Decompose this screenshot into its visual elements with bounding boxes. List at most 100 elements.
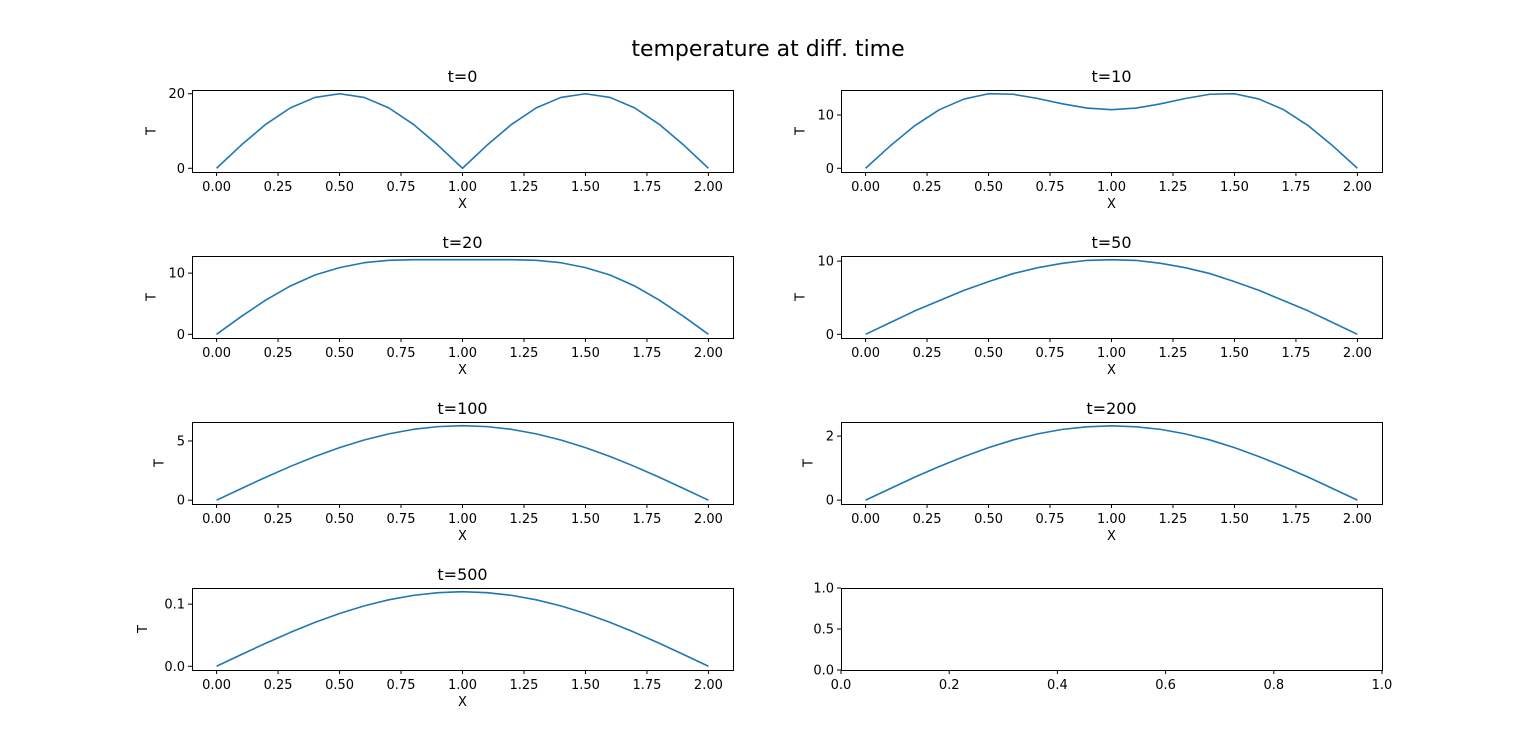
x-tick-label: 1.25: [1159, 346, 1188, 361]
axes-frame: [192, 90, 734, 173]
x-tick-label: 0.25: [913, 512, 942, 527]
x-tick-label: 1.00: [1097, 180, 1126, 195]
series-line: [865, 92, 1358, 169]
x-tick-label: 0.50: [974, 180, 1003, 195]
subplot-6: t=200 0.00 0.25 0.50 0.75 1.00 1.25 1.50 1.75 2.0…: [802, 399, 1383, 544]
y-tick-label: 0: [177, 494, 185, 509]
subplot-title: t=200: [1086, 399, 1136, 418]
series-line: [216, 258, 709, 335]
subplot-8: 0.0 0.2 0.4 0.6 0.8 1.0 0.0 0.5 1.0: [813, 582, 1392, 694]
x-tick-label: 0.75: [1036, 346, 1065, 361]
x-tick-label: 0.75: [387, 512, 416, 527]
series-line: [216, 590, 709, 667]
series-line: [865, 425, 1358, 501]
x-tick-label: 0.50: [325, 512, 354, 527]
y-tick-label: 0: [826, 162, 834, 177]
x-tick-label: 1.00: [1097, 346, 1126, 361]
chart-title: temperature at diff. time: [631, 37, 904, 62]
y-tick-label: 0: [826, 494, 834, 509]
x-tick-label: 0.75: [1036, 512, 1065, 527]
x-tick-label: 1.25: [510, 346, 539, 361]
y-tick-label: 0: [826, 328, 834, 343]
y-axis-label: T: [144, 127, 159, 136]
x-tick-label: 1.75: [632, 346, 661, 361]
x-tick-label: 0.50: [974, 512, 1003, 527]
axes-frame: [841, 422, 1383, 505]
x-tick-label: 1.50: [1220, 346, 1249, 361]
y-tick-label: 10: [817, 255, 834, 270]
y-tick-label: 10: [817, 109, 834, 124]
x-tick-label: 0.00: [851, 346, 880, 361]
x-tick-label: 0.00: [851, 180, 880, 195]
y-axis-label: T: [793, 293, 808, 302]
x-tick-label: 1.00: [448, 678, 477, 693]
subplot-2: t=10 0.00 0.25 0.50 0.75 1.00 1.25 1.50 1.75 2.00…: [793, 67, 1383, 212]
x-tick-label: 0.8: [1263, 678, 1284, 693]
y-axis-label: T: [802, 459, 817, 468]
axes-frame: [192, 256, 734, 339]
subplot-7: t=500 0.00 0.25 0.50 0.75 1.00 1.25 1.50 1.75 2.0…: [136, 565, 734, 710]
x-tick-label: 1.25: [1159, 180, 1188, 195]
x-tick-label: 1.25: [1159, 512, 1188, 527]
x-axis-label: X: [1107, 197, 1116, 212]
x-tick-label: 1.25: [510, 678, 539, 693]
axes-frame: [192, 422, 734, 505]
y-tick-label: 0.1: [164, 598, 185, 613]
x-tick-label: 1.75: [632, 512, 661, 527]
x-tick-label: 1.75: [632, 678, 661, 693]
subplot-title: t=500: [437, 565, 487, 584]
y-tick-label: 1.0: [813, 582, 834, 597]
x-tick-label: 0.00: [851, 512, 880, 527]
series-line: [216, 92, 709, 170]
x-tick-label: 0.75: [387, 180, 416, 195]
x-tick-label: 1.25: [510, 512, 539, 527]
x-tick-label: 1.75: [632, 180, 661, 195]
x-tick-label: 0.25: [913, 346, 942, 361]
subplot-title: t=100: [437, 399, 487, 418]
y-tick-label: 10: [168, 267, 185, 282]
x-axis-label: X: [1107, 363, 1116, 378]
y-tick-label: 0.0: [164, 660, 185, 675]
x-tick-label: 1.50: [1220, 180, 1249, 195]
x-tick-label: 0.4: [1047, 678, 1068, 693]
x-tick-label: 0.50: [325, 678, 354, 693]
x-axis-label: X: [458, 529, 467, 544]
y-tick-label: 5: [177, 434, 185, 449]
axes-frame: [841, 90, 1383, 173]
x-tick-label: 1.00: [448, 346, 477, 361]
x-axis-label: X: [1107, 529, 1116, 544]
y-axis-label: T: [144, 293, 159, 302]
y-axis-label: T: [153, 459, 168, 468]
x-tick-label: 1.00: [448, 180, 477, 195]
x-tick-label: 0.00: [202, 678, 231, 693]
x-tick-label: 0.2: [939, 678, 960, 693]
x-tick-label: 1.50: [571, 346, 600, 361]
x-tick-label: 1.50: [571, 678, 600, 693]
y-tick-label: 0: [177, 328, 185, 343]
subplot-4: t=50 0.00 0.25 0.50 0.75 1.00 1.25 1.50 1.75 2.00…: [793, 233, 1383, 378]
x-tick-label: 0.50: [325, 180, 354, 195]
axes-frame: [841, 256, 1383, 339]
x-axis-label: X: [458, 197, 467, 212]
x-tick-label: 0.25: [264, 180, 293, 195]
x-tick-label: 1.50: [571, 180, 600, 195]
axes-frame: [192, 588, 734, 671]
x-tick-label: 0.00: [202, 346, 231, 361]
x-tick-label: 0.75: [1036, 180, 1065, 195]
x-tick-label: 0.25: [264, 678, 293, 693]
x-tick-label: 0.6: [1155, 678, 1176, 693]
y-axis-label: T: [793, 127, 808, 136]
x-tick-label: 0.0: [831, 678, 852, 693]
x-tick-label: 0.25: [913, 180, 942, 195]
x-tick-label: 2.00: [1343, 512, 1372, 527]
x-tick-label: 1.50: [1220, 512, 1249, 527]
subplot-title: t=0: [448, 67, 478, 86]
x-tick-label: 1.00: [1097, 512, 1126, 527]
subplot-title: t=10: [1091, 67, 1131, 86]
x-tick-label: 1.00: [448, 512, 477, 527]
subplot-1: t=0 0.00 0.25 0.50 0.75 1.00 1.25 1.50 1.75 2.00 0…: [144, 67, 734, 212]
x-tick-label: 0.50: [974, 346, 1003, 361]
x-axis-label: X: [458, 363, 467, 378]
x-tick-label: 1.75: [1281, 512, 1310, 527]
